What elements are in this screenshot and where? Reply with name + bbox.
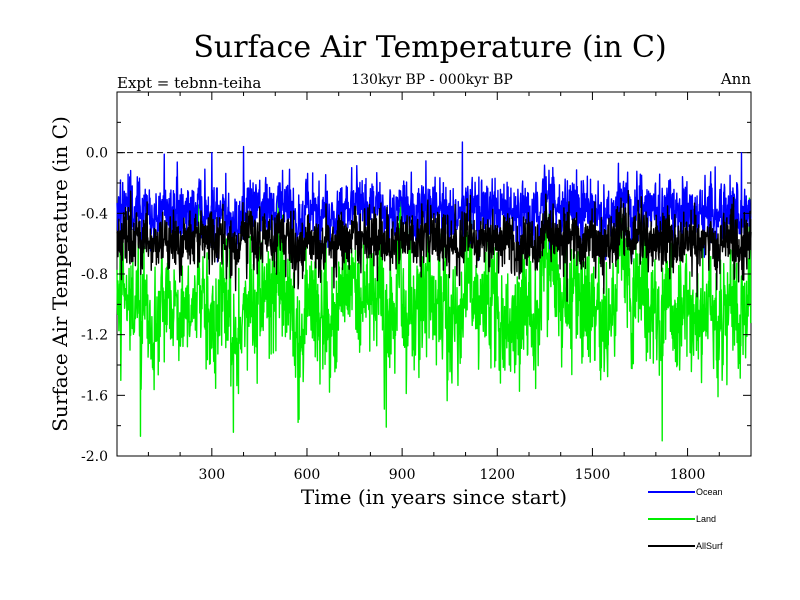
x-axis-label: Time (in years since start) <box>301 485 567 509</box>
x-tick-label: 600 <box>294 467 321 483</box>
y-tick-label: -2.0 <box>81 449 108 465</box>
legend-label-allsurf: AllSurf <box>696 541 723 551</box>
y-tick-label: -0.4 <box>81 206 108 222</box>
experiment-label: Expt = tebnn-teiha <box>117 74 261 92</box>
y-axis-label: Surface Air Temperature (in C) <box>48 116 72 432</box>
plot-area <box>116 91 752 457</box>
x-tick-label: 1800 <box>670 467 706 483</box>
x-tick-label: 1200 <box>479 467 515 483</box>
x-tick-label: 1500 <box>575 467 611 483</box>
series-line-allsurf <box>116 189 752 302</box>
legend: Ocean Land AllSurf <box>648 487 723 551</box>
period-label: Ann <box>720 70 751 88</box>
x-tick-label: 900 <box>389 467 416 483</box>
y-tick-label: 0.0 <box>86 146 108 162</box>
chart-title: Surface Air Temperature (in C) <box>193 30 666 65</box>
chart-subtitle: 130kyr BP - 000kyr BP <box>351 72 513 88</box>
legend-label-land: Land <box>696 514 716 524</box>
legend-label-ocean: Ocean <box>696 487 723 497</box>
x-axis: 300 600 900 1200 1500 1800 <box>147 92 720 483</box>
x-tick-label: 300 <box>198 467 225 483</box>
y-tick-label: -1.2 <box>81 328 108 344</box>
series-layer <box>116 141 752 442</box>
y-tick-label: -0.8 <box>81 267 108 283</box>
y-axis: -2.0 -1.6 -1.2 -0.8 -0.4 0.0 <box>81 121 751 465</box>
y-tick-label: -1.6 <box>81 388 108 404</box>
series-line-land <box>116 197 752 442</box>
